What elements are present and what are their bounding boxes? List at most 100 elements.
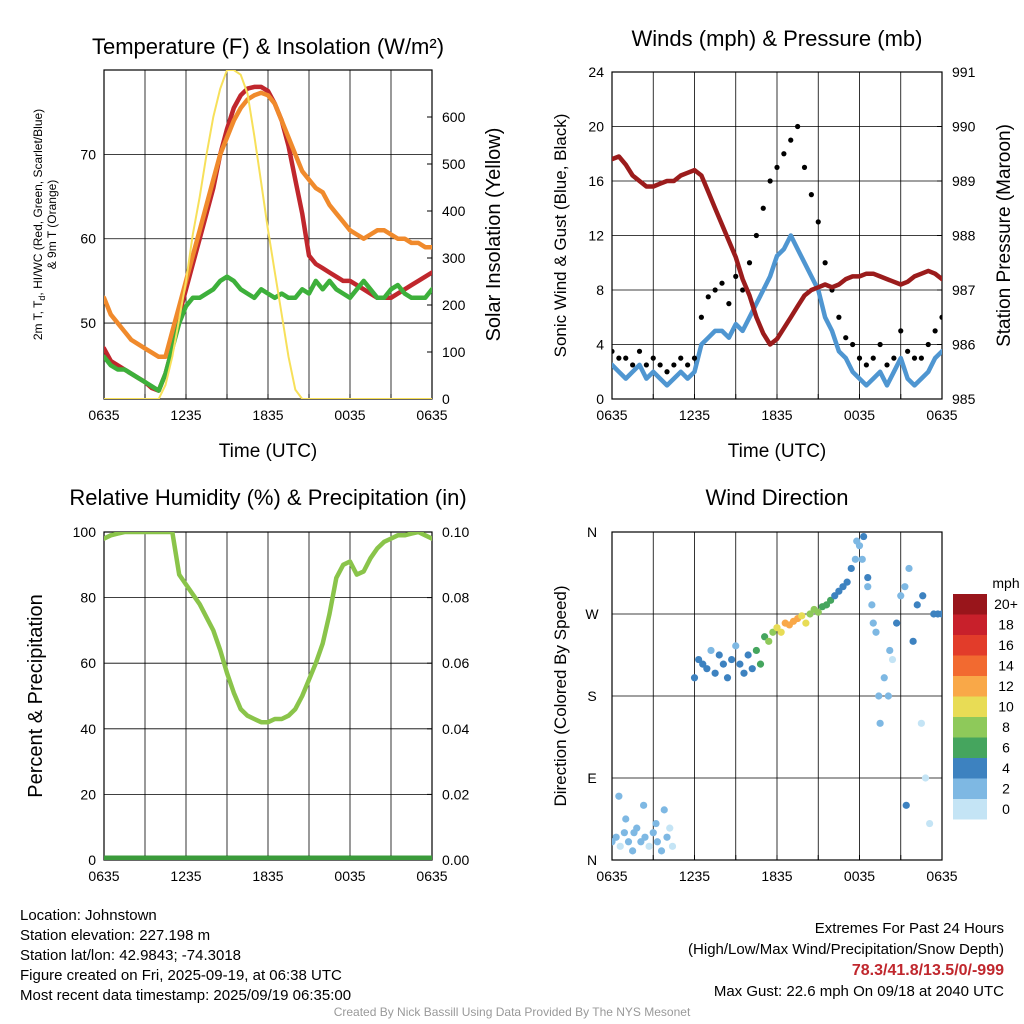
wind-direction-point bbox=[869, 619, 877, 627]
gust-point bbox=[918, 355, 924, 361]
wind-direction-point bbox=[872, 628, 880, 636]
gust-point bbox=[643, 362, 649, 368]
gust-point bbox=[678, 355, 684, 361]
y2-tick-label: 985 bbox=[952, 391, 976, 407]
wind-direction-point bbox=[938, 610, 942, 618]
wind-direction-point bbox=[640, 801, 648, 809]
y-tick-label: 12 bbox=[588, 228, 604, 244]
legend-label: 12 bbox=[998, 678, 1014, 694]
legend-swatch bbox=[953, 696, 987, 717]
x-tick-label: 0635 bbox=[596, 407, 627, 423]
wind-direction-point bbox=[652, 819, 660, 828]
speed-legend: mph 20+ 18 16 14 12 10 8 6 4 2 0 bbox=[953, 575, 1020, 820]
wind-direction-point bbox=[831, 592, 839, 600]
series-line-td bbox=[104, 274, 432, 393]
x-tick-label: 1235 bbox=[170, 407, 201, 423]
gust-point bbox=[719, 280, 725, 286]
x-tick-label: 0035 bbox=[334, 407, 365, 423]
y-tick-label: N bbox=[587, 852, 597, 868]
wind-direction-point bbox=[814, 608, 822, 616]
wind-direction-point bbox=[880, 674, 888, 682]
wind-direction-point bbox=[663, 833, 671, 841]
gust-point bbox=[664, 369, 670, 375]
gust-point bbox=[884, 362, 890, 368]
series-line-relative-humidity bbox=[104, 532, 432, 725]
y-axis-label: Sonic Wind & Gust (Blue, Black) bbox=[551, 114, 570, 358]
gust-point bbox=[691, 355, 698, 361]
series-line-sonic-wind bbox=[612, 233, 942, 388]
gust-point bbox=[781, 151, 787, 157]
y-axis-label: Percent & Precipitation bbox=[25, 594, 47, 797]
wind-direction-point bbox=[868, 601, 876, 609]
y-tick-label: 0 bbox=[596, 391, 604, 407]
y2-tick-label: 0.02 bbox=[442, 786, 469, 802]
wind-direction-point bbox=[624, 838, 633, 846]
wind-direction-point bbox=[802, 619, 810, 627]
wind-direction-point bbox=[703, 665, 711, 673]
wind-direction-point bbox=[913, 601, 921, 609]
extremes-subtitle: (High/Low/Max Wind/Precipitation/Snow De… bbox=[688, 941, 1004, 958]
plot-area bbox=[104, 532, 432, 860]
y2-tick-label: 0.08 bbox=[442, 590, 469, 606]
y2-tick-label: 100 bbox=[442, 344, 466, 360]
legend-title: mph bbox=[992, 575, 1019, 591]
y2-tick-label: 0.10 bbox=[442, 524, 469, 540]
wind-direction-point bbox=[901, 583, 909, 591]
y-tick-label: 16 bbox=[588, 173, 604, 189]
wind-direction-point bbox=[919, 592, 927, 600]
wind-direction-point bbox=[660, 806, 668, 814]
panel-title: Temperature (F) & Insolation (W/m²) bbox=[92, 34, 444, 59]
plot-area bbox=[612, 532, 942, 855]
x-axis-label: Time (UTC) bbox=[728, 441, 827, 462]
x-tick-label: 0635 bbox=[926, 407, 957, 423]
wind-direction-point bbox=[876, 719, 884, 727]
y-tick-label: 8 bbox=[596, 282, 604, 298]
wind-direction-point bbox=[777, 628, 785, 636]
wind-direction-point bbox=[695, 655, 703, 664]
wind-direction-point bbox=[875, 692, 883, 700]
gust-point bbox=[746, 260, 753, 266]
wind-direction-point bbox=[917, 719, 925, 727]
x-tick-label: 1235 bbox=[170, 868, 201, 884]
legend-swatch bbox=[953, 614, 987, 635]
gust-point bbox=[760, 205, 766, 211]
wind-direction-point bbox=[728, 655, 736, 664]
wind-direction-point bbox=[649, 829, 657, 837]
station-info: Location: Johnstown Station elevation: 2… bbox=[20, 906, 351, 1006]
wind-direction-point bbox=[864, 583, 872, 591]
y-tick-label: 80 bbox=[80, 590, 96, 606]
gust-point bbox=[767, 178, 773, 184]
wind-direction-point bbox=[769, 628, 777, 636]
panel-title: Wind Direction bbox=[705, 485, 848, 510]
gust-point bbox=[795, 123, 801, 130]
x-tick-label: 0035 bbox=[334, 868, 365, 884]
gust-point bbox=[925, 341, 931, 348]
gust-point bbox=[836, 314, 842, 320]
legend-label: 8 bbox=[1002, 719, 1010, 735]
x-tick-label: 1835 bbox=[252, 868, 283, 884]
latlon-text: Station lat/lon: 42.9843; -74.3018 bbox=[20, 947, 242, 964]
wind-direction-point bbox=[732, 642, 740, 650]
legend-swatch bbox=[953, 737, 987, 758]
y2-tick-label: 0.06 bbox=[442, 655, 469, 671]
x-tick-label: 0635 bbox=[88, 868, 119, 884]
chart-panel-2: Winds (mph) & Pressure (mb) 0635 1235 1835 0… bbox=[551, 26, 1015, 462]
wind-direction-point bbox=[744, 651, 752, 659]
gust-point bbox=[850, 341, 856, 348]
gust-point bbox=[740, 287, 746, 293]
series-line-station-pressure bbox=[612, 154, 942, 347]
y2-tick-label: 200 bbox=[442, 297, 466, 313]
wind-direction-point bbox=[668, 842, 677, 850]
plot-area bbox=[612, 123, 942, 388]
gust-point bbox=[932, 328, 938, 334]
wind-direction-point bbox=[637, 838, 645, 846]
extremes-info: Extremes For Past 24 Hours (High/Low/Max… bbox=[688, 918, 1004, 1002]
wind-direction-point bbox=[886, 646, 894, 655]
wind-direction-point bbox=[921, 774, 930, 782]
legend-label: 18 bbox=[998, 617, 1014, 633]
wind-direction-point bbox=[756, 660, 765, 668]
gust-point bbox=[801, 164, 808, 170]
gust-point bbox=[630, 362, 636, 368]
wind-direction-point bbox=[653, 838, 661, 846]
